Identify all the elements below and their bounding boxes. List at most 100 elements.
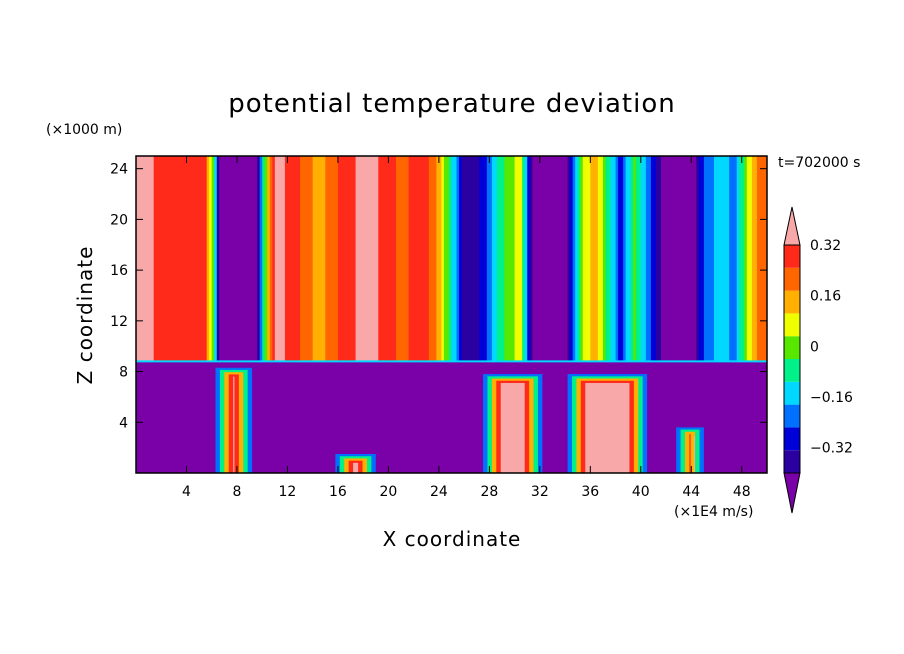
upper-layer-strip: [600, 156, 604, 362]
upper-layer-strip: [572, 156, 576, 362]
upper-layer-strip: [696, 156, 700, 362]
upper-layer-strip: [708, 156, 713, 362]
upper-layer-strip: [418, 156, 422, 362]
upper-layer-strip: [302, 156, 306, 362]
upper-layer-strip: [247, 156, 251, 362]
upper-layer-strip: [426, 156, 430, 362]
upper-layer-strip: [691, 156, 695, 362]
upper-layer-strip: [398, 156, 402, 362]
upper-layer-strip: [587, 156, 591, 362]
upper-layer-strip: [448, 156, 453, 362]
plot-frame: [135, 155, 768, 474]
upper-layer-strip: [158, 156, 162, 362]
upper-layer-strip: [350, 156, 354, 362]
warm-plume: [233, 376, 235, 473]
upper-layer-strip: [567, 156, 571, 362]
upper-layer-strip: [239, 156, 243, 362]
colorbar-band: [784, 359, 800, 382]
upper-layer-strip: [365, 156, 369, 362]
upper-layer-strip: [153, 156, 157, 362]
upper-layer-strip: [206, 156, 210, 362]
x-tick-label: 40: [632, 484, 650, 500]
upper-layer-strip: [348, 156, 352, 362]
upper-layer-strip: [216, 156, 220, 362]
upper-layer-strip: [446, 156, 450, 362]
upper-layer-strip: [236, 156, 241, 362]
upper-layer-strip: [560, 156, 564, 362]
upper-layer-strip: [544, 156, 549, 362]
upper-layer-strip: [234, 156, 238, 362]
colorbar-band: [784, 381, 800, 405]
upper-layer-strip: [428, 156, 432, 362]
upper-layer-strip: [744, 156, 748, 362]
upper-layer-strip: [734, 156, 738, 362]
upper-layer-strip: [549, 156, 554, 362]
upper-layer-strip: [580, 156, 584, 362]
colorbar-tick-label: 0: [810, 339, 819, 355]
upper-layer-strip: [353, 156, 357, 362]
upper-layer-strip: [274, 156, 278, 362]
y-axis-label: Z coordinate: [73, 246, 97, 385]
upper-layer-strip: [342, 156, 347, 362]
upper-layer-strip: [595, 156, 599, 362]
x-tick-label: 8: [232, 484, 241, 500]
upper-layer-strip: [648, 156, 652, 362]
upper-layer-strip: [375, 156, 379, 362]
upper-layer-strip: [219, 156, 223, 362]
upper-layer-strip: [191, 156, 195, 362]
upper-layer-strip: [514, 156, 518, 362]
upper-layer-strip: [618, 156, 622, 362]
upper-layer-strip: [186, 156, 190, 362]
upper-layer-strip: [292, 156, 296, 362]
y-tick-label: 8: [119, 365, 128, 381]
upper-layer-strip: [703, 156, 708, 362]
upper-layer-strip: [582, 156, 586, 362]
x-tick-label: 32: [531, 484, 549, 500]
upper-layer-strip: [146, 156, 150, 362]
upper-layer-strip: [181, 156, 185, 362]
upper-layer-strip: [507, 156, 511, 362]
upper-layer-strip: [504, 156, 508, 362]
upper-layer-strip: [277, 156, 281, 362]
upper-layer-strip: [305, 156, 309, 362]
y-tick-label: 20: [110, 212, 128, 228]
upper-layer-strip: [393, 156, 397, 362]
upper-layer-strip: [570, 156, 574, 362]
upper-layer-strip: [532, 156, 536, 362]
upper-layer-strip: [330, 156, 334, 362]
upper-layer-strip: [403, 156, 407, 362]
upper-layer-strip: [345, 156, 349, 362]
upper-layer-strip: [307, 156, 311, 362]
upper-layer-strip: [736, 156, 740, 362]
upper-layer-strip: [527, 156, 531, 362]
y-tick-label: 16: [110, 263, 128, 279]
upper-layer-strip: [249, 156, 253, 362]
x-tick-label: 16: [329, 484, 347, 500]
upper-layer-strip: [668, 156, 672, 362]
upper-layer-strip: [390, 156, 395, 362]
upper-layer-strip: [411, 156, 415, 362]
upper-layer-strip: [269, 156, 273, 362]
upper-layer-strip: [554, 156, 559, 362]
upper-layer-strip: [751, 156, 755, 362]
y-ticks: 4 8 12 16 20 24: [110, 162, 767, 431]
upper-layer-strip: [242, 156, 246, 362]
warm-plume: [585, 382, 630, 473]
upper-layer-strip: [464, 156, 468, 362]
upper-layer-strip: [229, 156, 233, 362]
upper-layer-strip: [178, 156, 183, 362]
upper-layer-strip: [479, 156, 483, 362]
upper-layer-strip: [433, 156, 437, 362]
upper-layer-strip: [259, 156, 263, 362]
upper-layer-strip: [706, 156, 710, 362]
upper-layer-strip: [317, 156, 321, 362]
upper-layer-strip: [620, 156, 624, 362]
colorbar-top-arrow: [783, 206, 801, 246]
upper-layer-strip: [746, 156, 750, 362]
upper-layer-strip: [421, 156, 425, 362]
upper-layer-strip: [196, 156, 200, 362]
upper-layer-strip: [151, 156, 155, 362]
upper-layer-strip: [650, 156, 655, 362]
upper-layer-strip: [199, 156, 203, 362]
warm-plume: [689, 434, 691, 473]
